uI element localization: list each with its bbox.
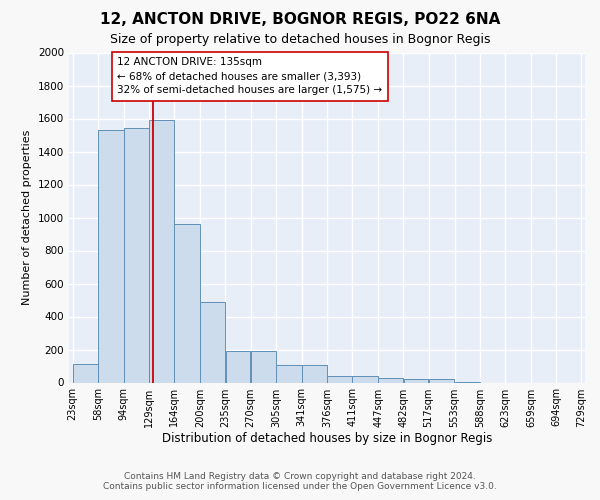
Bar [149, 120, 174, 382]
Bar [429, 379, 454, 382]
Bar [73, 364, 98, 382]
Bar [276, 365, 302, 382]
Bar [124, 128, 149, 382]
Bar [200, 302, 225, 382]
Bar [352, 376, 378, 382]
Bar [98, 130, 124, 382]
Text: Contains HM Land Registry data © Crown copyright and database right 2024.
Contai: Contains HM Land Registry data © Crown c… [103, 472, 497, 491]
X-axis label: Distribution of detached houses by size in Bognor Regis: Distribution of detached houses by size … [162, 432, 492, 446]
Bar [327, 376, 352, 382]
Bar [302, 365, 327, 382]
Bar [404, 379, 428, 382]
Y-axis label: Number of detached properties: Number of detached properties [22, 130, 32, 305]
Text: 12, ANCTON DRIVE, BOGNOR REGIS, PO22 6NA: 12, ANCTON DRIVE, BOGNOR REGIS, PO22 6NA [100, 12, 500, 28]
Bar [226, 351, 250, 382]
Bar [175, 224, 200, 382]
Bar [251, 351, 275, 382]
Bar [379, 378, 403, 382]
Text: Size of property relative to detached houses in Bognor Regis: Size of property relative to detached ho… [110, 32, 490, 46]
Text: 12 ANCTON DRIVE: 135sqm
← 68% of detached houses are smaller (3,393)
32% of semi: 12 ANCTON DRIVE: 135sqm ← 68% of detache… [117, 58, 382, 96]
